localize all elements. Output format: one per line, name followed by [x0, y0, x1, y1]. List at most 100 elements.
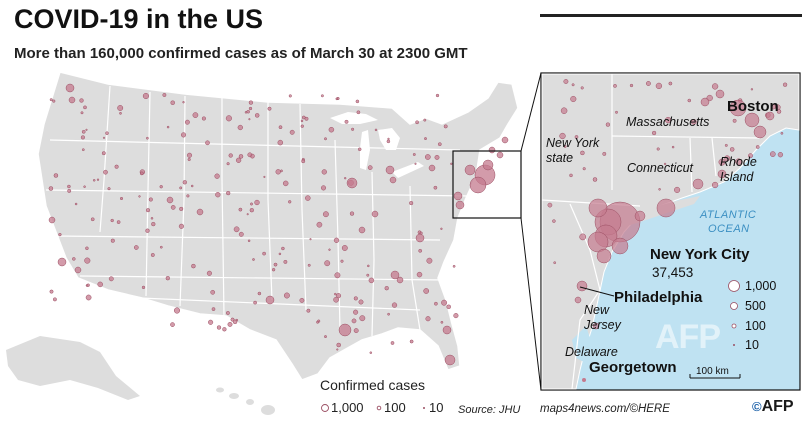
inset-case-bubble: [592, 177, 598, 182]
case-bubble-large: [74, 266, 82, 274]
inset-case-bubble: [563, 79, 569, 84]
case-bubble: [216, 325, 222, 330]
inset-case-bubble: [563, 145, 567, 148]
case-bubble-large: [57, 257, 67, 267]
case-bubble-large: [444, 354, 456, 366]
inset-case-bubble: [560, 107, 568, 114]
inset-case-bubble: [651, 130, 657, 136]
case-bubble: [306, 308, 311, 313]
case-bubble: [133, 245, 139, 250]
case-bubble: [222, 327, 227, 332]
inset-legend-label-10: 10: [745, 338, 759, 352]
inset-case-bubble: [687, 98, 692, 103]
inset-label-connecticut: Connecticut: [627, 161, 694, 175]
case-bubble: [162, 93, 167, 97]
case-bubble-large: [453, 191, 463, 201]
inset-case-bubble-large: [596, 248, 612, 264]
lake-erie: [392, 162, 424, 178]
case-bubble: [166, 125, 170, 129]
inset-case-bubble: [613, 84, 617, 88]
case-bubble-large: [501, 136, 509, 144]
case-bubble: [289, 129, 295, 135]
inset-case-bubble: [569, 173, 573, 178]
case-bubble: [186, 194, 190, 198]
case-bubble-large: [428, 164, 436, 172]
case-bubble: [227, 321, 233, 327]
case-bubble: [333, 296, 339, 303]
case-bubble: [248, 118, 251, 121]
case-bubble: [248, 100, 254, 105]
case-bubble: [237, 124, 243, 131]
case-bubble: [159, 185, 163, 189]
inset-legend-circle-100: [731, 323, 737, 329]
afp-logo: ©AFP: [752, 398, 794, 416]
case-bubble: [322, 211, 329, 218]
inset-label-georgetown: Georgetown: [589, 359, 677, 376]
case-bubble: [288, 94, 292, 98]
delaware-bay: [572, 326, 592, 362]
inset-case-bubble: [755, 145, 760, 149]
case-bubble-large: [389, 176, 397, 184]
inset-case-bubble: [553, 261, 557, 265]
case-bubble: [271, 268, 276, 272]
source-note: Source: JHU: [458, 404, 521, 416]
case-bubble: [205, 140, 210, 146]
case-bubble: [433, 185, 438, 190]
case-bubble-large: [482, 159, 494, 171]
case-bubble: [208, 319, 214, 325]
inset-case-bubble: [559, 132, 566, 140]
case-bubble: [275, 169, 281, 175]
legend-label-10: 10: [429, 400, 444, 415]
inset-case-bubble: [729, 147, 735, 152]
map-credit: maps4news.com/©HERE: [540, 403, 670, 415]
case-bubble: [440, 320, 444, 324]
inset-case-bubble-large: [576, 280, 588, 292]
case-bubble: [336, 348, 339, 351]
case-bubble: [288, 200, 292, 204]
case-bubble: [101, 151, 106, 156]
case-bubble: [151, 221, 156, 227]
case-bubble: [415, 120, 419, 125]
case-bubble: [282, 180, 289, 187]
case-bubble: [446, 304, 451, 310]
inset-case-bubble: [668, 81, 673, 86]
case-bubble: [353, 328, 359, 334]
inset-case-bubble: [547, 202, 553, 208]
case-bubble: [102, 136, 106, 139]
case-bubble: [409, 201, 414, 206]
case-bubble: [299, 297, 305, 303]
inset-case-bubble: [605, 122, 611, 127]
afp-watermark: AFP: [655, 318, 721, 356]
case-bubble: [117, 105, 124, 111]
inset-case-bubble: [750, 88, 754, 91]
inset-case-bubble-large: [700, 97, 710, 107]
case-bubble: [412, 153, 416, 156]
case-bubble: [414, 162, 417, 165]
case-bubble: [110, 238, 115, 243]
case-bubble: [138, 195, 141, 198]
inset-case-bubble: [663, 162, 667, 166]
inset-case-bubble-large: [592, 322, 600, 330]
case-bubble: [440, 227, 443, 230]
inset-case-bubble: [690, 119, 697, 125]
case-bubble: [170, 100, 175, 105]
case-bubble: [105, 131, 109, 135]
inset-leader-bottom: [520, 217, 542, 391]
inset-case-bubble: [580, 86, 584, 90]
case-bubble: [178, 223, 184, 229]
inset-case-bubble-large: [574, 296, 582, 304]
case-bubble-large: [358, 226, 366, 234]
case-bubble-large: [469, 176, 487, 194]
case-bubble: [248, 106, 253, 111]
case-bubble-large: [442, 325, 452, 335]
inset-map: Boston Massachusetts New York state Conn…: [540, 72, 801, 391]
case-bubble: [333, 237, 340, 243]
case-bubble-large: [390, 270, 400, 280]
case-bubble: [316, 320, 320, 324]
inset-label-massachusetts: Massachusetts: [626, 115, 709, 129]
case-bubble: [300, 124, 304, 128]
case-bubble: [145, 208, 151, 213]
case-bubble-large: [496, 151, 504, 159]
case-bubble: [103, 169, 108, 175]
inset-label-rhode-island-line1: Rhode: [720, 155, 757, 169]
